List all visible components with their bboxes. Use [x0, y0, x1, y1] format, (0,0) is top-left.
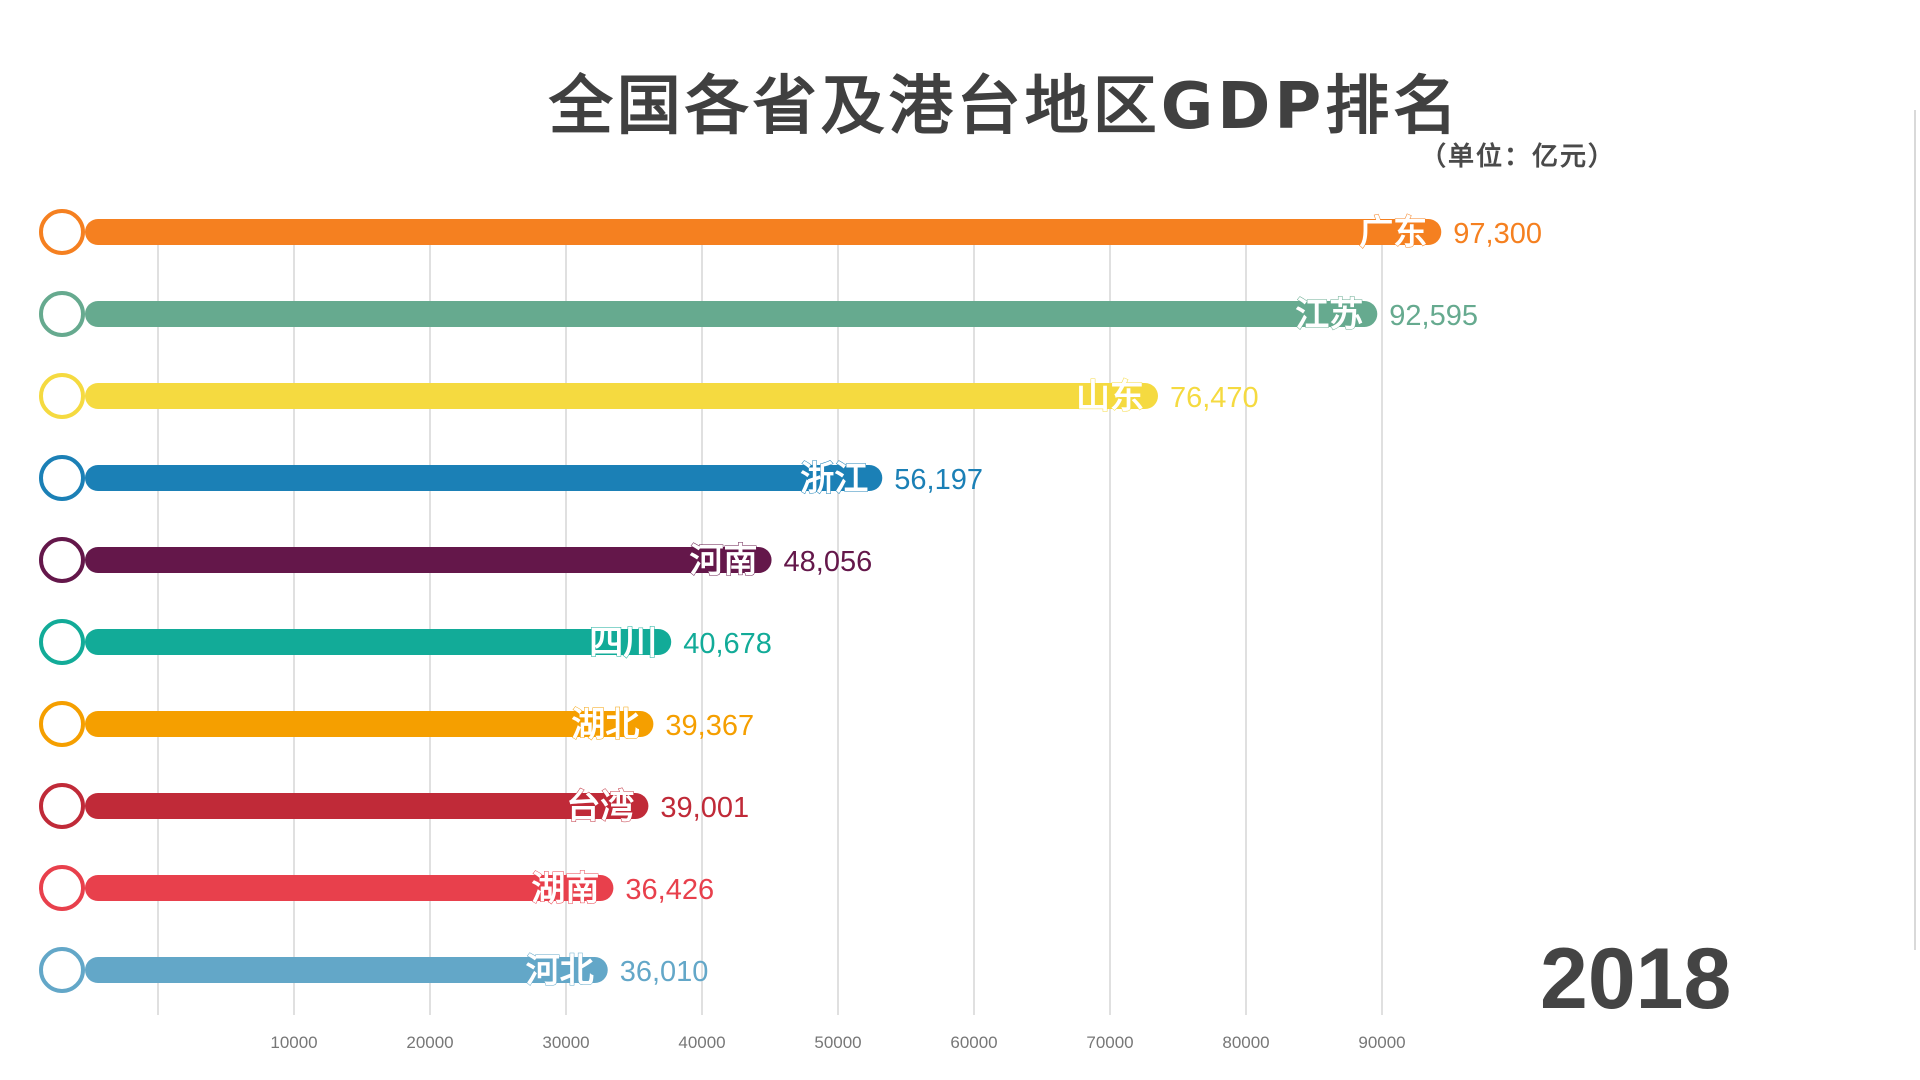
bar-value-label: 48,056 [784, 546, 873, 578]
bar-value-label: 36,010 [620, 956, 709, 988]
bar [85, 383, 1158, 409]
bar-value-label: 92,595 [1389, 300, 1478, 332]
bar-value-label: 36,426 [625, 874, 714, 906]
bar-category-label: 广东 [1359, 213, 1427, 253]
bar-category-label: 四川 [589, 623, 657, 663]
bar [85, 875, 614, 901]
x-tick-label: 40000 [678, 1033, 725, 1052]
x-tick-label: 50000 [814, 1033, 861, 1052]
right-edge-divider [1914, 110, 1916, 950]
bar [85, 547, 772, 573]
bar-marker-circle [39, 619, 85, 665]
bar-category-label: 江苏 [1295, 295, 1363, 335]
x-tick-label: 20000 [406, 1033, 453, 1052]
x-tick-label: 80000 [1222, 1033, 1269, 1052]
x-tick-label: 60000 [950, 1033, 997, 1052]
bar-category-label: 浙江 [800, 459, 868, 499]
year-label: 2018 [1540, 931, 1732, 1027]
bar-category-label: 山东 [1076, 377, 1144, 417]
bar-value-label: 40,678 [683, 628, 772, 660]
bar-marker-circle [39, 783, 85, 829]
bar [85, 793, 649, 819]
bar [85, 957, 608, 983]
bar [85, 629, 672, 655]
bar-marker-circle [39, 373, 85, 419]
bar-value-label: 76,470 [1170, 382, 1259, 414]
bar-marker-circle [39, 209, 85, 255]
x-tick-label: 10000 [270, 1033, 317, 1052]
chart-title: 全国各省及港台地区GDP排名 [548, 70, 1462, 144]
bar-category-label: 台湾 [566, 787, 634, 827]
bar-value-label: 39,367 [665, 710, 754, 742]
bar-marker-circle [39, 537, 85, 583]
bar [85, 219, 1442, 245]
bar-value-label: 39,001 [660, 792, 749, 824]
x-tick-label: 70000 [1086, 1033, 1133, 1052]
x-tick-label: 30000 [542, 1033, 589, 1052]
unit-label: （单位：亿元） [1420, 142, 1617, 172]
bar-category-label: 河北 [526, 951, 594, 991]
bar-category-label: 湖北 [571, 705, 639, 745]
bar-marker-circle [39, 455, 85, 501]
bar-marker-circle [39, 701, 85, 747]
bar [85, 711, 654, 737]
bar-category-label: 河南 [690, 541, 758, 581]
bar [85, 301, 1378, 327]
bar-value-label: 97,300 [1453, 218, 1542, 250]
bar-marker-circle [39, 865, 85, 911]
bar-marker-circle [39, 947, 85, 993]
bar-value-label: 56,197 [894, 464, 983, 496]
bar-marker-circle [39, 291, 85, 337]
x-tick-label: 90000 [1358, 1033, 1405, 1052]
bar-category-label: 湖南 [531, 869, 599, 909]
bar [85, 465, 883, 491]
